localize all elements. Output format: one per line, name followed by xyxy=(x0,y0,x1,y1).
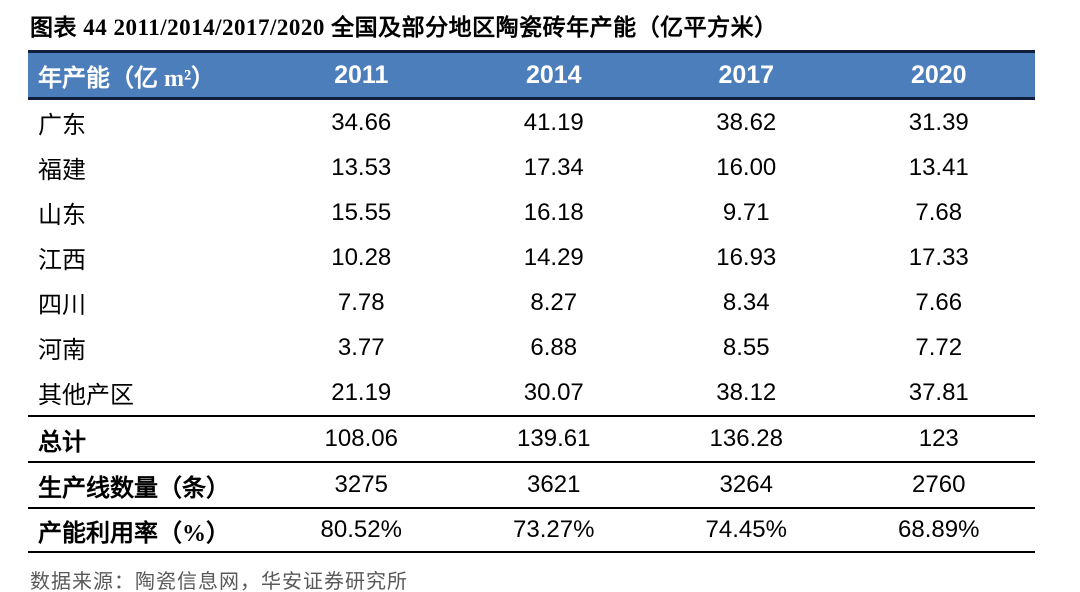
cell-value: 3.77 xyxy=(337,333,385,361)
cell-value: 13.53 xyxy=(331,153,392,181)
row-label: 河南 xyxy=(38,338,86,364)
header-year-2017: 2017 xyxy=(718,60,775,89)
cell-value: 10.28 xyxy=(331,243,392,271)
cell-value: 8.27 xyxy=(530,288,578,316)
cell-value: 7.66 xyxy=(915,288,963,316)
cell-value: 6.88 xyxy=(530,333,578,361)
cell-value: 31.39 xyxy=(908,108,969,136)
cell-value: 3621 xyxy=(527,471,581,498)
cell-value: 17.34 xyxy=(523,153,584,181)
table-row-jiangxi: 江西 10.28 14.29 16.93 17.33 xyxy=(28,235,1035,280)
cell-value: 8.55 xyxy=(722,333,770,361)
row-label: 总计 xyxy=(38,429,86,456)
table-row-utilization-rate: 产能利用率（%） 80.52% 73.27% 74.45% 68.89% xyxy=(28,507,1035,553)
row-label: 山东 xyxy=(38,203,86,229)
cell-value: 73.27% xyxy=(513,516,595,543)
cell-value: 13.41 xyxy=(908,153,969,181)
row-label: 江西 xyxy=(38,248,86,274)
data-source-note: 数据来源：陶瓷信息网，华安证券研究所 xyxy=(30,571,408,592)
table-row-henan: 河南 3.77 6.88 8.55 7.72 xyxy=(28,325,1035,370)
cell-value: 14.29 xyxy=(523,243,584,271)
cell-value: 37.81 xyxy=(908,378,969,406)
table-row-shandong: 山东 15.55 16.18 9.71 7.68 xyxy=(28,190,1035,235)
cell-value: 9.71 xyxy=(722,198,770,226)
cell-value: 123 xyxy=(918,425,959,452)
cell-value: 30.07 xyxy=(523,378,584,406)
table-row-total: 总计 108.06 139.61 136.28 123 xyxy=(28,415,1035,461)
table-row-production-lines: 生产线数量（条） 3275 3621 3264 2760 xyxy=(28,461,1035,507)
cell-value: 136.28 xyxy=(709,425,783,452)
row-label: 其他产区 xyxy=(38,383,134,409)
table-row-other-regions: 其他产区 21.19 30.07 38.12 37.81 xyxy=(28,370,1035,415)
table-row-fujian: 福建 13.53 17.34 16.00 13.41 xyxy=(28,145,1035,190)
cell-value: 38.62 xyxy=(716,108,777,136)
cell-value: 8.34 xyxy=(722,288,770,316)
cell-value: 108.06 xyxy=(324,425,398,452)
cell-value: 21.19 xyxy=(331,378,392,406)
cell-value: 34.66 xyxy=(331,108,392,136)
table-row-sichuan: 四川 7.78 8.27 8.34 7.66 xyxy=(28,280,1035,325)
cell-value: 3275 xyxy=(334,471,388,498)
cell-value: 16.18 xyxy=(523,198,584,226)
row-label: 产能利用率（%） xyxy=(38,520,230,547)
figure-title: 图表 44 2011/2014/2017/2020 全国及部分地区陶瓷砖年产能（… xyxy=(30,15,778,40)
cell-value: 15.55 xyxy=(331,198,392,226)
cell-value: 3264 xyxy=(719,471,773,498)
cell-value: 68.89% xyxy=(898,516,980,543)
header-label: 年产能（亿 m²） xyxy=(38,65,216,92)
header-year-2020: 2020 xyxy=(910,60,967,89)
cell-value: 7.72 xyxy=(915,333,963,361)
row-label: 四川 xyxy=(38,293,86,319)
cell-value: 2760 xyxy=(912,471,966,498)
row-label: 广东 xyxy=(38,113,86,139)
cell-value: 80.52% xyxy=(320,516,402,543)
cell-value: 17.33 xyxy=(908,243,969,271)
cell-value: 16.93 xyxy=(716,243,777,271)
capacity-table: 年产能（亿 m²） 2011 2014 2017 2020 广东 34.66 4… xyxy=(28,50,1035,553)
table-row-guangdong: 广东 34.66 41.19 38.62 31.39 xyxy=(28,100,1035,145)
header-year-2011: 2011 xyxy=(334,60,389,89)
cell-value: 7.78 xyxy=(337,288,385,316)
cell-value: 38.12 xyxy=(716,378,777,406)
cell-value: 41.19 xyxy=(523,108,584,136)
cell-value: 16.00 xyxy=(716,153,777,181)
cell-value: 139.61 xyxy=(517,425,591,452)
row-label: 福建 xyxy=(38,158,86,184)
header-year-2014: 2014 xyxy=(525,60,582,89)
row-label: 生产线数量（条） xyxy=(38,475,230,502)
table-header-row: 年产能（亿 m²） 2011 2014 2017 2020 xyxy=(28,50,1035,100)
cell-value: 74.45% xyxy=(705,516,787,543)
cell-value: 7.68 xyxy=(915,198,963,226)
